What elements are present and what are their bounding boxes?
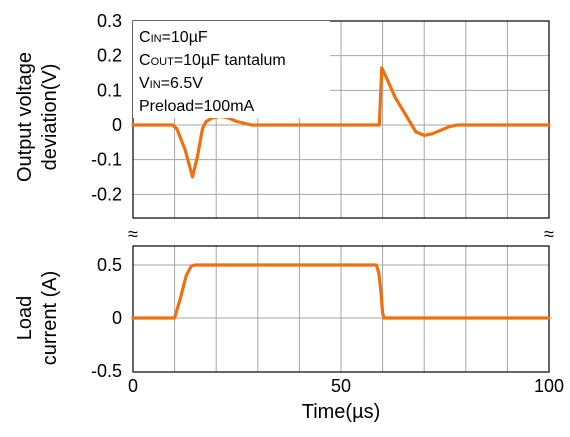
output-voltage-plot-frame (132, 20, 550, 219)
annotation-vin: VIN=6.5V (139, 75, 203, 92)
load-current-trace (131, 263, 551, 320)
y-tick-label: 0.2 (97, 46, 122, 66)
time-x-ticks: 0 50 100 (128, 376, 564, 396)
y-tick-label: 0.5 (97, 255, 122, 275)
output-voltage-y-ticks: 0.3 0.2 0.1 0 -0.1 -0.2 (91, 11, 122, 204)
annotation-preload: Preload=100mA (139, 98, 255, 115)
output-voltage-ylabel-line2: deviation(V) (39, 64, 61, 171)
x-tick-label: 50 (331, 376, 351, 396)
load-current-y-ticks: 0.5 0 -0.5 (91, 255, 122, 381)
y-tick-label: 0.3 (97, 11, 122, 31)
conditions-annotation: CIN=10µF COUT=10µF tantalum VIN=6.5V Pre… (133, 21, 330, 118)
annotation-cout: COUT=10µF tantalum (139, 52, 286, 69)
output-voltage-trace (131, 66, 551, 179)
output-voltage-ylabel-line1: Output voltage (14, 52, 36, 182)
load-current-ylabel-line2: current (A) (39, 271, 61, 365)
x-tick-label: 100 (534, 376, 564, 396)
annotation-background (133, 21, 330, 118)
axis-break-left: ≈ (128, 224, 138, 244)
axis-break-right: ≈ (544, 224, 554, 244)
load-current-plot-frame (132, 245, 550, 373)
load-current-ylabel-line1: Load (14, 296, 36, 341)
y-tick-label: -0.2 (91, 184, 122, 204)
y-tick-label: 0.1 (97, 80, 122, 100)
time-xlabel: Time(µs) (302, 401, 381, 423)
y-tick-label: 0 (112, 115, 122, 135)
annotation-cin: CIN=10µF (139, 29, 208, 46)
y-tick-label: -0.5 (91, 361, 122, 381)
x-tick-label: 0 (128, 376, 138, 396)
y-tick-label: -0.1 (91, 150, 122, 170)
y-tick-label: 0 (112, 308, 122, 328)
load-current-panel: 0.5 0 -0.5 0 50 100 Load current (A) Time(µs… (14, 245, 564, 423)
